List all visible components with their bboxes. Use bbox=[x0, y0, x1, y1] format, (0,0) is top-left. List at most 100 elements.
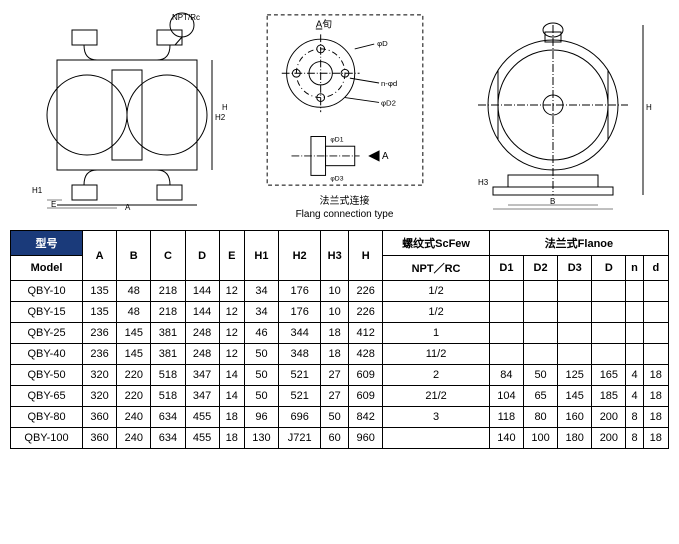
cell-H: 609 bbox=[349, 386, 383, 407]
cell-Df: 185 bbox=[592, 386, 626, 407]
label-h2: H2 bbox=[215, 113, 226, 122]
cell-A: 135 bbox=[83, 281, 117, 302]
cell-H: 226 bbox=[349, 281, 383, 302]
cell-H3: 18 bbox=[321, 323, 349, 344]
cell-model: QBY-65 bbox=[11, 386, 83, 407]
cell-n: 4 bbox=[626, 386, 643, 407]
th-h2: H2 bbox=[279, 231, 321, 281]
front-view-svg: NPT/Rc H2 H1 H E C A bbox=[27, 10, 227, 210]
label-npt: NPT/Rc bbox=[172, 13, 200, 22]
side-view-svg: H B H3 D bbox=[463, 10, 653, 210]
cell-A: 320 bbox=[83, 386, 117, 407]
cell-H: 226 bbox=[349, 302, 383, 323]
cell-C: 518 bbox=[151, 386, 185, 407]
cell-H2: 176 bbox=[279, 302, 321, 323]
th-h1: H1 bbox=[244, 231, 278, 281]
flange-caption-cn: 法兰式连接 bbox=[320, 192, 370, 207]
label-h3side: H3 bbox=[478, 178, 489, 187]
cell-A: 320 bbox=[83, 365, 117, 386]
cell-E: 12 bbox=[219, 281, 244, 302]
cell-D3 bbox=[558, 323, 592, 344]
diagram-flange: A旬 φD n-φd φD2 φD1 φD3 A 法兰式连接 Flang con… bbox=[260, 10, 430, 220]
th-screw: 螺纹式ScFew bbox=[383, 231, 490, 256]
table-row: QBY-803602406344551896696508423118801602… bbox=[11, 407, 669, 428]
table-row: QBY-503202205183471450521276092845012516… bbox=[11, 365, 669, 386]
cell-n bbox=[626, 323, 643, 344]
cell-D: 347 bbox=[185, 386, 219, 407]
cell-C: 518 bbox=[151, 365, 185, 386]
cell-D1: 104 bbox=[489, 386, 523, 407]
cell-D1: 118 bbox=[489, 407, 523, 428]
cell-D1 bbox=[489, 302, 523, 323]
cell-C: 634 bbox=[151, 407, 185, 428]
cell-model: QBY-80 bbox=[11, 407, 83, 428]
cell-H2: 521 bbox=[279, 386, 321, 407]
cell-df bbox=[643, 281, 668, 302]
cell-df: 18 bbox=[643, 428, 668, 449]
label-h: H bbox=[222, 103, 227, 112]
cell-D3 bbox=[558, 281, 592, 302]
cell-D: 248 bbox=[185, 323, 219, 344]
cell-E: 12 bbox=[219, 344, 244, 365]
cell-Df bbox=[592, 302, 626, 323]
cell-B: 220 bbox=[117, 386, 151, 407]
cell-E: 18 bbox=[219, 428, 244, 449]
cell-Df bbox=[592, 323, 626, 344]
diagram-row: NPT/Rc H2 H1 H E C A bbox=[10, 10, 669, 220]
cell-H: 428 bbox=[349, 344, 383, 365]
label-nphid: n-φd bbox=[381, 79, 397, 88]
cell-model: QBY-50 bbox=[11, 365, 83, 386]
th-n: n bbox=[626, 256, 643, 281]
th-d3: D3 bbox=[558, 256, 592, 281]
cell-D: 144 bbox=[185, 302, 219, 323]
cell-D: 455 bbox=[185, 407, 219, 428]
cell-H1: 96 bbox=[244, 407, 278, 428]
cell-H: 842 bbox=[349, 407, 383, 428]
cell-C: 381 bbox=[151, 323, 185, 344]
cell-C: 381 bbox=[151, 344, 185, 365]
th-b: B bbox=[117, 231, 151, 281]
cell-D1 bbox=[489, 323, 523, 344]
label-bside: B bbox=[550, 197, 555, 206]
cell-H1: 34 bbox=[244, 281, 278, 302]
cell-D1 bbox=[489, 281, 523, 302]
diagram-front: NPT/Rc H2 H1 H E C A bbox=[27, 10, 227, 220]
cell-df: 18 bbox=[643, 365, 668, 386]
cell-model: QBY-10 bbox=[11, 281, 83, 302]
cell-D3: 180 bbox=[558, 428, 592, 449]
cell-H3: 50 bbox=[321, 407, 349, 428]
cell-H3: 27 bbox=[321, 365, 349, 386]
cell-n bbox=[626, 302, 643, 323]
cell-Df: 165 bbox=[592, 365, 626, 386]
cell-D3: 145 bbox=[558, 386, 592, 407]
cell-H1: 130 bbox=[244, 428, 278, 449]
cell-n: 8 bbox=[626, 407, 643, 428]
flange-title-prefix: A旬 bbox=[315, 18, 331, 31]
cell-B: 240 bbox=[117, 428, 151, 449]
cell-Df: 200 bbox=[592, 407, 626, 428]
label-phid3: φD3 bbox=[330, 175, 343, 182]
cell-H: 412 bbox=[349, 323, 383, 344]
cell-D2: 80 bbox=[523, 407, 557, 428]
th-d1: D1 bbox=[489, 256, 523, 281]
cell-D2 bbox=[523, 302, 557, 323]
label-h1: H1 bbox=[32, 186, 43, 195]
cell-df: 18 bbox=[643, 386, 668, 407]
cell-B: 145 bbox=[117, 323, 151, 344]
cell-D3: 125 bbox=[558, 365, 592, 386]
cell-D2: 65 bbox=[523, 386, 557, 407]
cell-D1 bbox=[489, 344, 523, 365]
cell-A: 236 bbox=[83, 344, 117, 365]
cell-H3: 27 bbox=[321, 386, 349, 407]
cell-df bbox=[643, 344, 668, 365]
cell-H2: 176 bbox=[279, 281, 321, 302]
cell-model: QBY-15 bbox=[11, 302, 83, 323]
cell-D3 bbox=[558, 302, 592, 323]
cell-df: 18 bbox=[643, 407, 668, 428]
cell-model: QBY-100 bbox=[11, 428, 83, 449]
cell-H3: 60 bbox=[321, 428, 349, 449]
cell-H3: 18 bbox=[321, 344, 349, 365]
th-a: A bbox=[83, 231, 117, 281]
cell-n bbox=[626, 344, 643, 365]
cell-npt: 3 bbox=[383, 407, 490, 428]
